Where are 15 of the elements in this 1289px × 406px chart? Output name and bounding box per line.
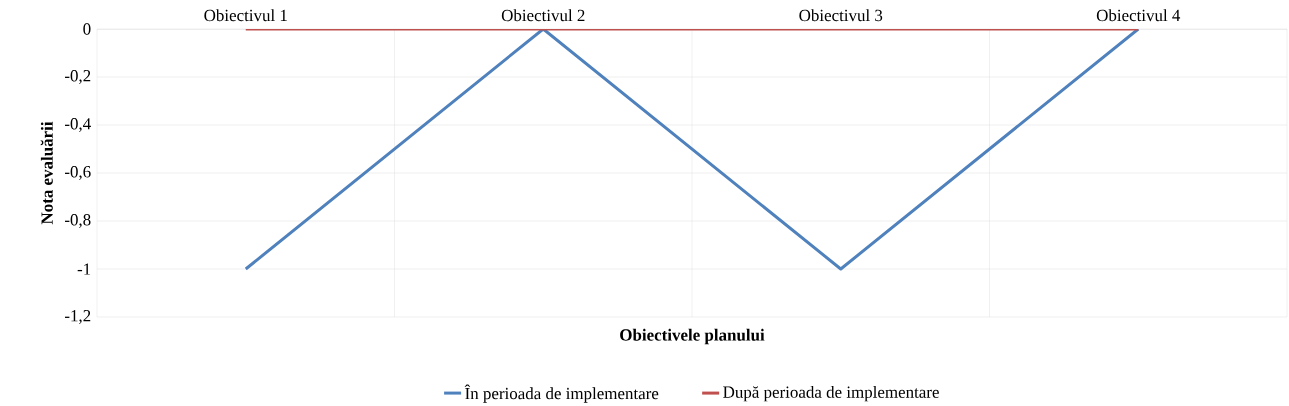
y-tick-label: -1,2 <box>64 310 91 325</box>
y-tick-label: -0,2 <box>64 70 91 85</box>
legend-label: După perioada de implementare <box>723 386 939 402</box>
x-axis-title: Obiectivele planului <box>620 329 765 345</box>
y-axis-title: Nota evaluării <box>40 121 53 225</box>
x-tick-label: Obiectivul 1 <box>204 9 287 22</box>
x-tick-label: Obiectivul 2 <box>501 9 585 22</box>
x-tick-label: Obiectivul 4 <box>1096 9 1181 22</box>
y-tick-label: -0,4 <box>64 118 91 133</box>
legend-label: În perioada de implementare <box>464 384 659 403</box>
x-tick-label: Obiectivul 3 <box>799 9 883 22</box>
y-tick-label: -0,6 <box>64 166 91 181</box>
y-tick-label: -1 <box>77 263 91 275</box>
y-tick-label: -0,8 <box>64 214 91 229</box>
y-tick-label: 0 <box>83 23 91 35</box>
